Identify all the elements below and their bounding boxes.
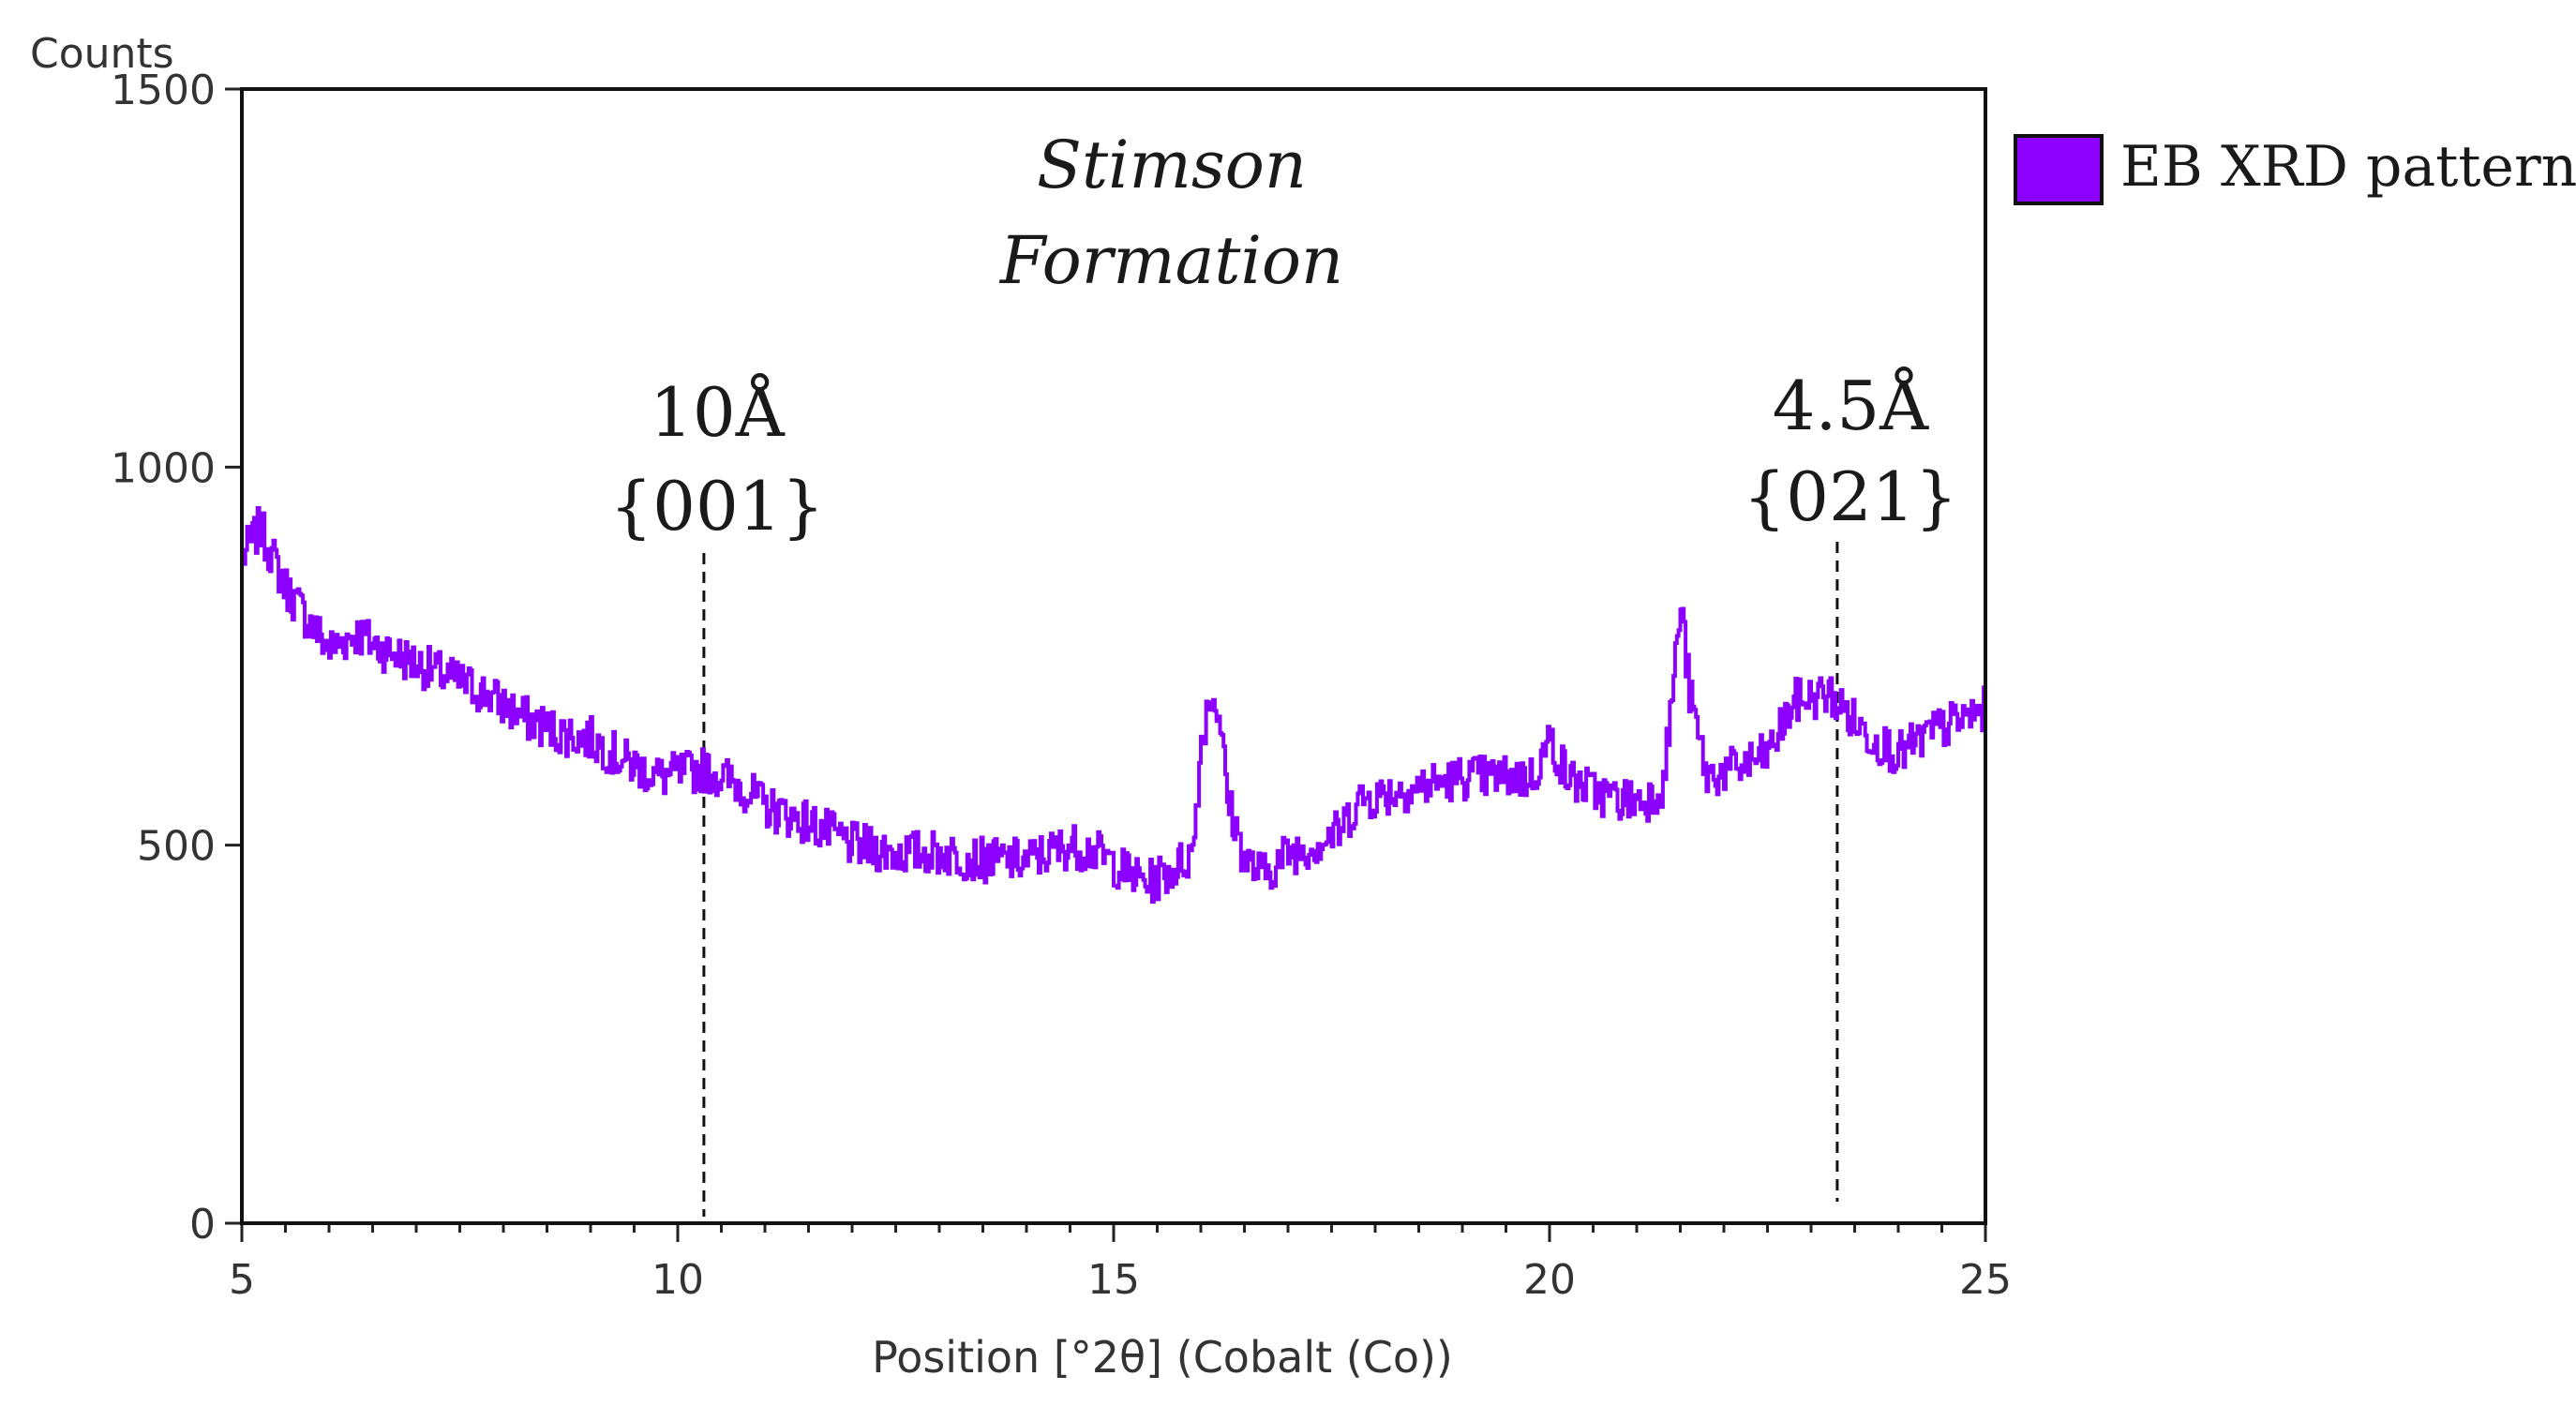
annotation-miller-index: {021} (1743, 457, 1957, 536)
y-axis-label: Counts (30, 30, 174, 78)
chart-title-line-2: Formation (998, 222, 1343, 299)
plot-area (242, 89, 1985, 1223)
annotation-labels: 10Å {001} 4.5Å {021} (609, 366, 1957, 546)
plot-frame (240, 87, 1987, 1225)
x-tick-label: 25 (1959, 1256, 2012, 1304)
annotation-d-spacing: 4.5Å (1773, 366, 1930, 445)
annotation-lines (702, 542, 1839, 1217)
tick-labels: 5 10 15 20 25 0 500 1000 1500 (111, 67, 2012, 1304)
plot-background (242, 89, 1985, 1223)
chart-title-line-1: Stimson (1037, 127, 1307, 203)
annotation-miller-index: {001} (609, 467, 824, 546)
x-tick-label: 15 (1087, 1256, 1140, 1304)
y-tick-label: 1500 (111, 67, 216, 114)
plot-border (240, 87, 1987, 1225)
x-axis-label: Position [°2θ] (Cobalt (Co)) (872, 1332, 1453, 1383)
annotation-d-spacing: 10Å (650, 372, 786, 452)
x-tick-label: 20 (1523, 1256, 1576, 1304)
legend-label: EB XRD pattern (2120, 134, 2576, 200)
series-line (241, 506, 1987, 905)
legend: EB XRD pattern (2014, 134, 2576, 205)
series-group (241, 506, 1987, 905)
y-tick-label: 0 (189, 1201, 216, 1249)
y-tick-label: 500 (137, 823, 216, 871)
legend-swatch (2014, 134, 2104, 205)
x-tick-label: 5 (229, 1256, 255, 1304)
y-tick-label: 1000 (111, 444, 216, 492)
x-tick-label: 10 (651, 1256, 704, 1304)
